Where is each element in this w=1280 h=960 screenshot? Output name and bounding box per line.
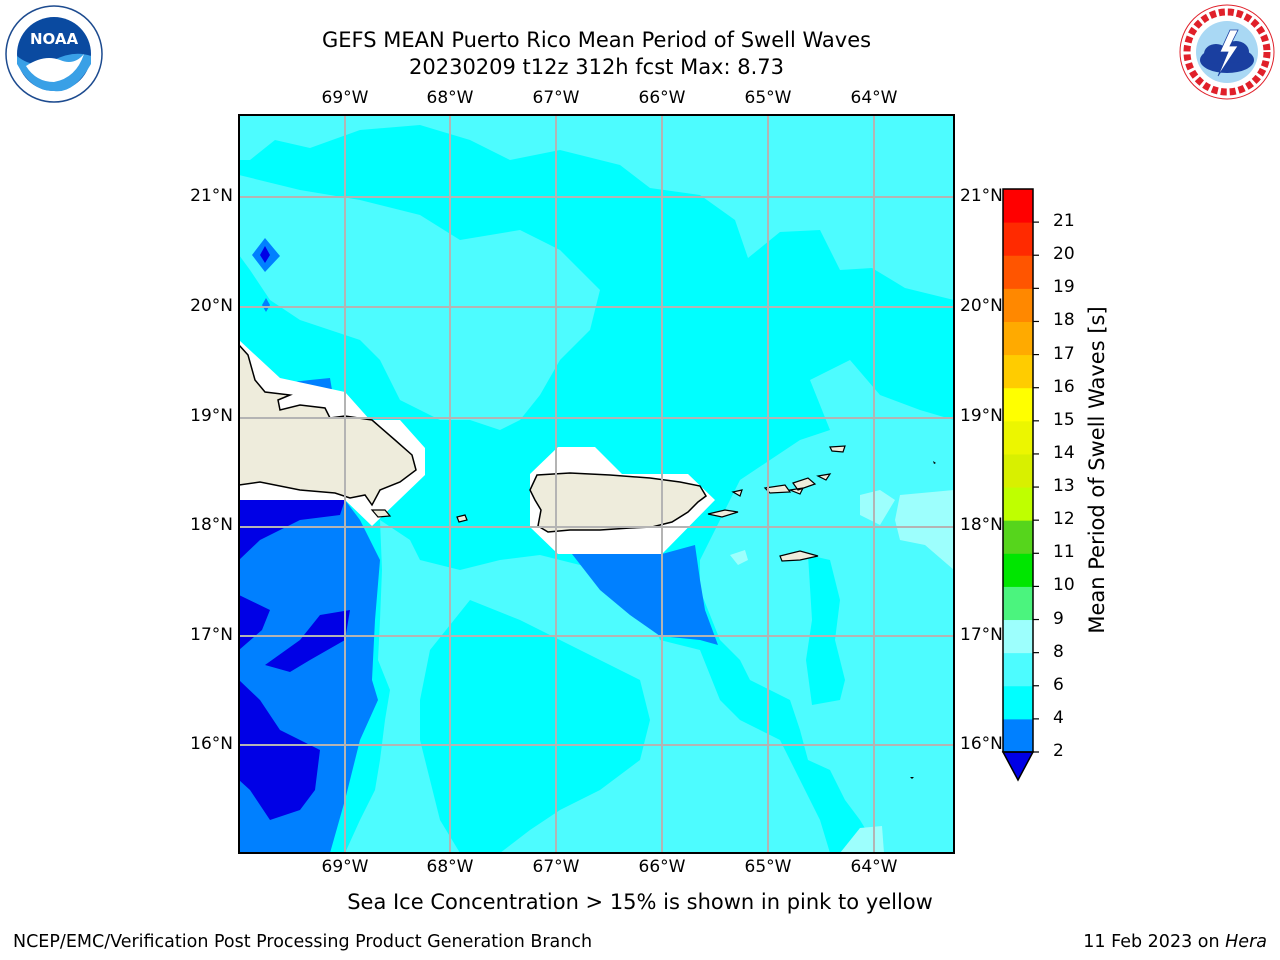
noaa-logo-icon: NOAA	[5, 5, 103, 103]
colorbar-band	[1003, 387, 1033, 422]
colorbar-band	[1003, 553, 1033, 587]
colorbar-tick-label: 16	[1053, 376, 1075, 397]
lat-label-right: 20°N	[960, 296, 1003, 316]
colorbar-tick-label: 2	[1053, 741, 1064, 761]
land-culebra	[731, 489, 743, 497]
colorbar-tick-label: 13	[1053, 476, 1075, 497]
lat-label-left: 16°N	[190, 734, 233, 754]
lon-label-top: 68°W	[426, 88, 474, 108]
colorbar-tick-label: 21	[1053, 211, 1075, 232]
footer-credit: NCEP/EMC/Verification Post Processing Pr…	[13, 932, 593, 952]
colorbar-tick-label: 17	[1053, 343, 1075, 364]
field-below-2s-west	[239, 500, 345, 560]
land-hispaniola	[239, 343, 417, 507]
lon-label-bottom: 64°W	[850, 857, 898, 877]
land-islet-east	[933, 461, 936, 464]
colorbar-tick-label: 15	[1053, 409, 1075, 430]
colorbar-extend-arrow	[1001, 751, 1035, 782]
colorbar-band	[1003, 255, 1033, 289]
colorbar-band	[1003, 354, 1033, 389]
colorbar-band	[1003, 652, 1033, 687]
lon-label-bottom: 66°W	[638, 857, 686, 877]
field-4-6s-east-inlay	[806, 555, 845, 705]
colorbar-band	[1003, 586, 1033, 621]
field-below-2s-sw	[239, 680, 320, 820]
lat-label-left: 19°N	[190, 406, 233, 426]
lon-label-top: 66°W	[638, 88, 686, 108]
field-8-9s-ne	[860, 490, 895, 525]
colorbar-label: Mean Period of Swell Waves [s]	[1085, 306, 1109, 634]
swell-period-field	[239, 115, 954, 853]
lat-label-right: 18°N	[960, 515, 1003, 535]
noaa-logo-text: NOAA	[30, 30, 79, 48]
lat-label-left: 17°N	[190, 625, 233, 645]
colorbar-band	[1003, 520, 1033, 554]
land-islet-se	[910, 777, 914, 779]
lon-label-top: 69°W	[321, 88, 369, 108]
lon-label-bottom: 68°W	[426, 857, 474, 877]
colorbar-band	[1003, 321, 1033, 356]
lon-label-top: 64°W	[850, 88, 898, 108]
colorbar-band	[1003, 685, 1033, 720]
colorbar-tick-label: 9	[1053, 608, 1064, 629]
lon-label-bottom: 69°W	[321, 857, 369, 877]
land-st-croix	[779, 550, 819, 562]
lon-label-bottom: 67°W	[532, 857, 580, 877]
colorbar-tick-label: 6	[1053, 674, 1064, 695]
colorbar-band	[1003, 487, 1033, 521]
colorbar-frame	[1002, 188, 1034, 753]
lon-label-top: 67°W	[532, 88, 580, 108]
field-below-2s-mid	[265, 610, 350, 672]
land-vieques	[707, 509, 739, 518]
colorbar-tick-label: 8	[1053, 641, 1064, 662]
colorbar-band	[1003, 453, 1033, 488]
lat-label-left: 18°N	[190, 515, 233, 535]
nws-logo-icon	[1179, 4, 1275, 100]
colorbar-tick-label: 10	[1053, 575, 1075, 596]
colorbar-tick-label: 19	[1053, 277, 1075, 298]
footer-date: 11 Feb 2023 on Hera	[1083, 932, 1267, 952]
colorbar-tick-label: 12	[1053, 509, 1075, 530]
field-2-4s-south-pr	[572, 545, 718, 645]
lat-label-right: 19°N	[960, 406, 1003, 426]
colorbar-tick-label: 11	[1053, 542, 1075, 563]
lat-label-right: 17°N	[960, 625, 1003, 645]
field-8-9s-east	[895, 490, 954, 570]
field-6-8s-north	[239, 115, 954, 300]
field-2-4s-nw2	[262, 298, 270, 312]
map-frame	[238, 114, 955, 854]
lat-label-right: 16°N	[960, 734, 1003, 754]
lat-label-left: 20°N	[190, 296, 233, 316]
lon-label-bottom: 65°W	[744, 857, 792, 877]
graticule	[239, 115, 954, 853]
colorbar-band	[1003, 619, 1033, 654]
colorbar-tick-label: 20	[1053, 244, 1075, 265]
colorbar-tick-label: 4	[1053, 707, 1064, 728]
land-mona-island	[456, 514, 468, 523]
colorbar-band	[1003, 288, 1033, 322]
colorbar-band	[1003, 718, 1033, 753]
lat-label-left: 21°N	[190, 186, 233, 206]
lon-label-top: 65°W	[744, 88, 792, 108]
lat-label-right: 21°N	[960, 186, 1003, 206]
colorbar-tick-label: 14	[1053, 442, 1075, 463]
footer-date-text: 11 Feb 2023 on	[1083, 932, 1226, 952]
field-below-2s-nw	[260, 246, 270, 263]
chart-title: GEFS MEAN Puerto Rico Mean Period of Swe…	[321, 28, 872, 52]
field-4-6s-south-inlay	[420, 600, 650, 853]
field-6-8s-bay	[239, 175, 600, 430]
colorbar-band	[1003, 222, 1033, 256]
land-anegada	[829, 445, 846, 453]
chart-subtitle: 20230209 t12z 312h fcst Max: 8.73	[409, 55, 784, 79]
colorbar-tick-label: 18	[1053, 310, 1075, 331]
field-8-9s-small	[730, 550, 748, 565]
land-saona-island	[370, 509, 392, 518]
sea-ice-note: Sea Ice Concentration > 15% is shown in …	[347, 890, 933, 914]
land-virgin-islands	[763, 473, 832, 495]
colorbar-band	[1003, 189, 1033, 223]
colorbar-band	[1003, 420, 1033, 455]
footer-host: Hera	[1225, 932, 1267, 952]
